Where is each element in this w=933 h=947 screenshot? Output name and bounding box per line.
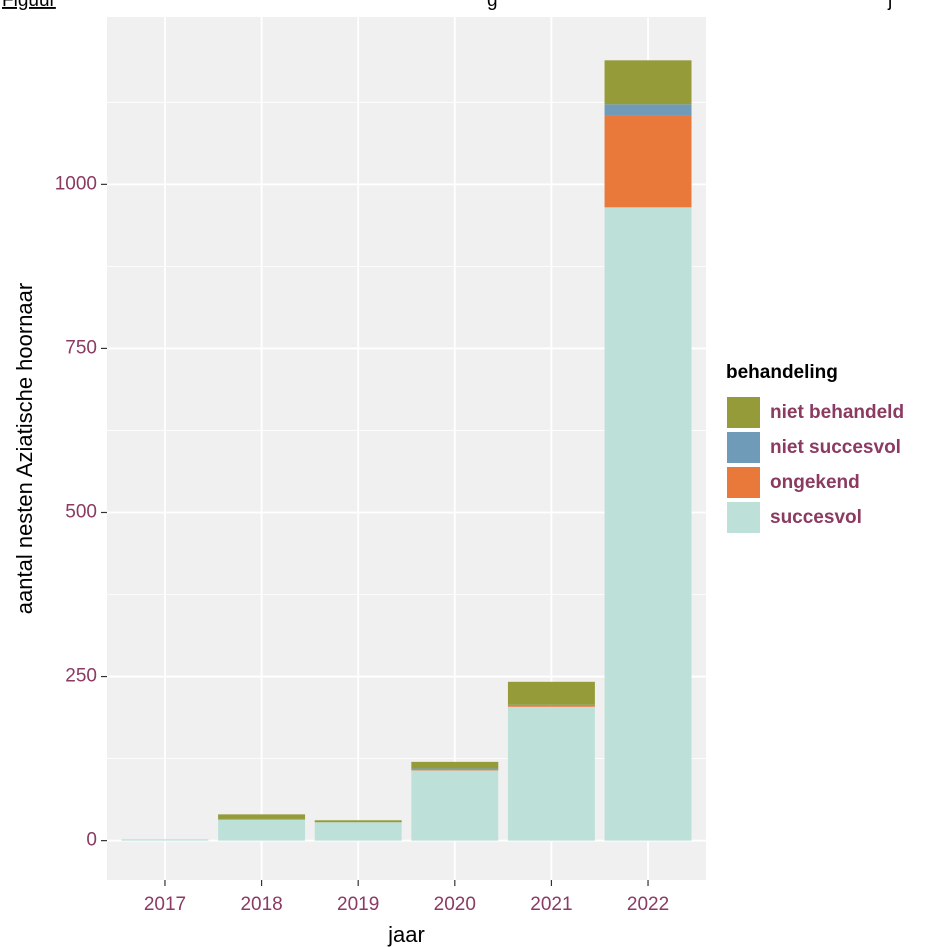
legend-swatch <box>727 432 760 463</box>
x-tick-label: 2021 <box>530 894 572 915</box>
caption-fragment-middle: g <box>487 0 498 11</box>
y-tick-label: 250 <box>65 666 97 687</box>
legend-label: ongekend <box>770 472 860 493</box>
x-tick-label: 2017 <box>144 894 186 915</box>
bar-segment <box>507 706 595 841</box>
x-tick-label: 2018 <box>240 894 282 915</box>
legend: behandeling niet behandeld niet succesvol… <box>726 362 904 533</box>
bar-segment <box>411 769 499 771</box>
bar-segment <box>604 104 692 116</box>
x-axis: 2017 2018 2019 2020 2021 2022 <box>144 880 669 915</box>
caption-fragment-right: j <box>887 0 892 11</box>
legend-label: succesvol <box>770 507 862 528</box>
bar-segment <box>604 115 692 208</box>
x-tick-label: 2019 <box>337 894 379 915</box>
bar-segment <box>218 818 306 820</box>
x-axis-title: jaar <box>387 922 425 947</box>
bar-segment <box>507 681 595 705</box>
bar-segment <box>604 207 692 841</box>
caption-fragment-label: Figuur <box>2 0 57 11</box>
legend-label: niet behandeld <box>770 402 904 423</box>
y-tick-label: 750 <box>65 337 97 358</box>
bar-segment <box>411 770 499 841</box>
bar-segment <box>604 60 692 105</box>
bar-segment <box>218 814 306 819</box>
bar-segment <box>314 822 402 841</box>
bar-segment <box>411 768 499 770</box>
legend-title: behandeling <box>726 362 838 383</box>
bars <box>121 60 692 841</box>
legend-swatch <box>727 467 760 498</box>
x-tick-label: 2020 <box>434 894 476 915</box>
legend-swatch <box>727 397 760 428</box>
y-axis-title: aantal nesten Aziatische hoornaar <box>12 283 37 614</box>
y-tick-label: 0 <box>86 830 97 851</box>
bar-segment <box>218 819 306 841</box>
y-tick-label: 500 <box>65 502 97 523</box>
bar-segment <box>507 704 595 706</box>
bar-segment <box>507 705 595 707</box>
y-tick-label: 1000 <box>55 173 97 194</box>
bar-segment <box>411 761 499 769</box>
y-axis: 0 250 500 750 1000 <box>55 173 107 851</box>
x-tick-label: 2022 <box>627 894 669 915</box>
legend-swatch <box>727 502 760 533</box>
bar-segment <box>314 820 402 823</box>
bar-segment <box>121 839 209 841</box>
legend-label: niet succesvol <box>770 437 901 458</box>
